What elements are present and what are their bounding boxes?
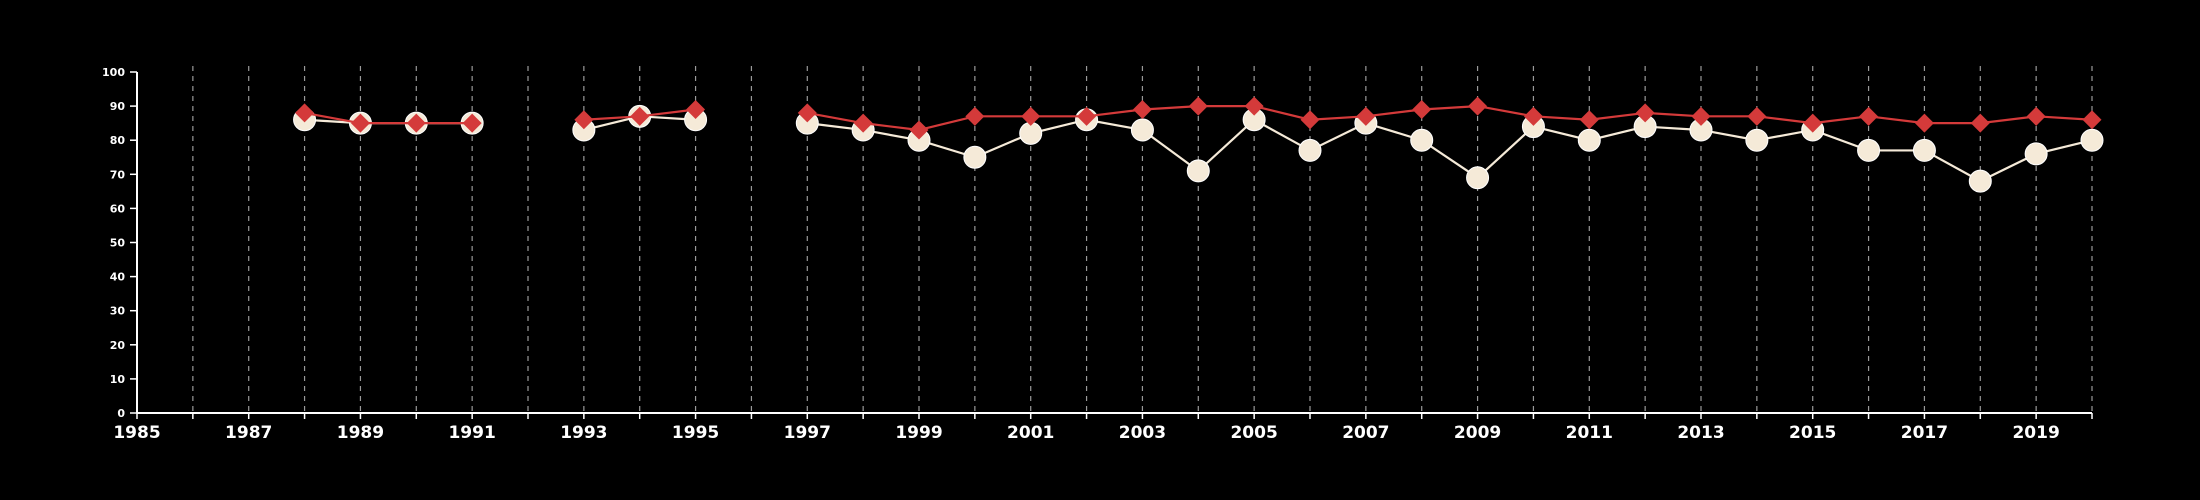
point-circle bbox=[2080, 128, 2104, 152]
x-tick-label: 2011 bbox=[1566, 423, 1613, 443]
point-diamond bbox=[1300, 110, 1320, 130]
point-circle bbox=[1130, 118, 1154, 142]
x-tick-label: 2017 bbox=[1901, 423, 1948, 443]
point-diamond bbox=[2026, 106, 2046, 126]
point-diamond bbox=[350, 113, 370, 133]
point-circle bbox=[1298, 138, 1322, 162]
x-tick-label: 1985 bbox=[113, 423, 160, 443]
point-circle bbox=[1577, 128, 1601, 152]
x-tick-label: 1997 bbox=[784, 423, 831, 443]
point-circle bbox=[1466, 166, 1490, 190]
series-layer bbox=[293, 96, 2104, 193]
point-circle bbox=[1968, 169, 1992, 193]
x-tick-label: 1991 bbox=[448, 423, 495, 443]
point-diamond bbox=[1859, 106, 1879, 126]
point-diamond bbox=[1914, 113, 1934, 133]
point-diamond bbox=[909, 120, 929, 140]
point-diamond bbox=[965, 106, 985, 126]
x-tick-label: 1987 bbox=[225, 423, 272, 443]
point-diamond bbox=[574, 110, 594, 130]
x-tick-label: 2019 bbox=[2012, 423, 2059, 443]
point-diamond bbox=[1077, 106, 1097, 126]
point-diamond bbox=[1803, 113, 1823, 133]
point-diamond bbox=[1132, 100, 1152, 120]
series-line bbox=[807, 118, 2093, 183]
point-diamond bbox=[295, 103, 315, 123]
x-tick-label: 2005 bbox=[1230, 423, 1277, 443]
series-line bbox=[807, 104, 2093, 132]
y-tick-label: 90 bbox=[110, 100, 126, 113]
point-diamond bbox=[1691, 106, 1711, 126]
y-tick-label: 60 bbox=[110, 202, 126, 215]
y-tick-label: 30 bbox=[110, 305, 126, 318]
point-diamond bbox=[686, 100, 706, 120]
point-circle bbox=[2024, 142, 2048, 166]
y-tick-label: 20 bbox=[110, 339, 126, 352]
series-line bbox=[304, 111, 473, 125]
point-diamond bbox=[1579, 110, 1599, 130]
point-diamond bbox=[1021, 106, 1041, 126]
y-tick-label: 50 bbox=[110, 237, 126, 250]
axes: 0 10 20 30 40 50 60 70 80 90 100 1985 1987 1989 1991 19… bbox=[102, 66, 2093, 443]
point-diamond bbox=[1970, 113, 1990, 133]
point-diamond bbox=[1412, 100, 1432, 120]
point-diamond bbox=[1635, 103, 1655, 123]
y-tick-label: 40 bbox=[110, 271, 126, 284]
point-diamond bbox=[462, 113, 482, 133]
point-diamond bbox=[797, 103, 817, 123]
point-diamond bbox=[1356, 106, 1376, 126]
x-tick-label: 2013 bbox=[1677, 423, 1724, 443]
point-diamond bbox=[1523, 106, 1543, 126]
x-tick-label: 2009 bbox=[1454, 423, 1501, 443]
y-tick-label: 0 bbox=[117, 407, 125, 420]
x-tick-label: 2007 bbox=[1342, 423, 1389, 443]
point-circle bbox=[1745, 128, 1769, 152]
point-diamond bbox=[1747, 106, 1767, 126]
point-circle bbox=[963, 145, 987, 169]
point-diamond bbox=[630, 106, 650, 126]
y-tick-label: 80 bbox=[110, 134, 126, 147]
x-tick-label: 1993 bbox=[560, 423, 607, 443]
point-diamond bbox=[2082, 110, 2102, 130]
point-circle bbox=[1410, 128, 1434, 152]
x-tick-label: 2001 bbox=[1007, 423, 1054, 443]
x-tick-label: 1995 bbox=[672, 423, 719, 443]
y-tick-label: 100 bbox=[102, 66, 125, 79]
point-circle bbox=[1186, 159, 1210, 183]
point-circle bbox=[1857, 138, 1881, 162]
y-tick-label: 70 bbox=[110, 168, 126, 181]
point-circle bbox=[1912, 138, 1936, 162]
y-tick-label: 10 bbox=[110, 373, 126, 386]
x-tick-label: 1999 bbox=[895, 423, 942, 443]
point-diamond bbox=[853, 113, 873, 133]
series-1 bbox=[293, 104, 2104, 193]
point-diamond bbox=[1244, 96, 1264, 116]
vertical-gridlines bbox=[192, 66, 2093, 413]
point-diamond bbox=[1468, 96, 1488, 116]
point-diamond bbox=[1188, 96, 1208, 116]
x-tick-label: 2003 bbox=[1119, 423, 1166, 443]
series-2 bbox=[295, 96, 2102, 140]
x-tick-label: 2015 bbox=[1789, 423, 1836, 443]
point-diamond bbox=[406, 113, 426, 133]
x-tick-label: 1989 bbox=[337, 423, 384, 443]
